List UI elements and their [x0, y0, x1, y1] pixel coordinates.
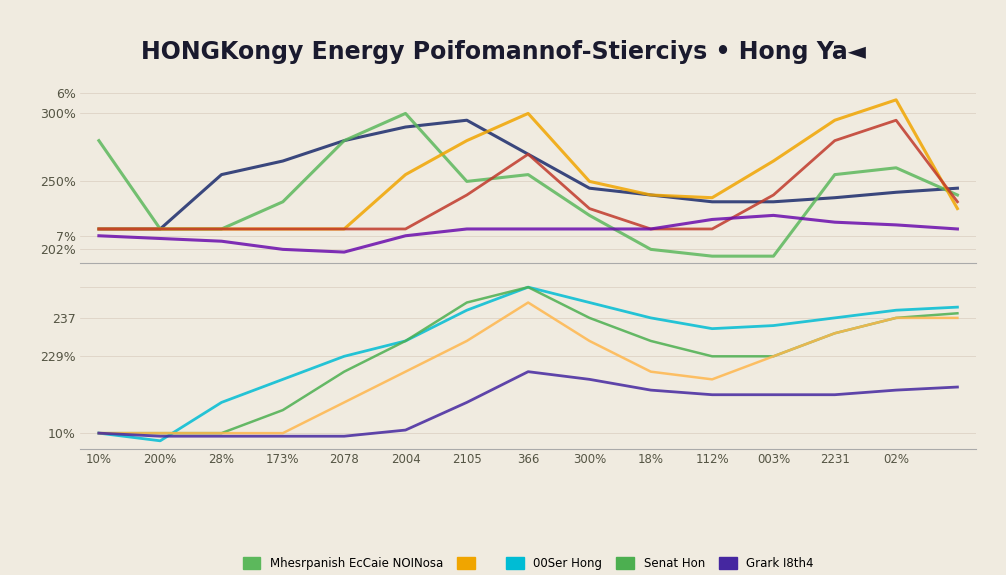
Text: HONGKongy Energy Poifomannof-Stierciys • Hong Ya◄: HONGKongy Energy Poifomannof-Stierciys •…	[141, 40, 865, 64]
Legend: Mhesrpanish EcCaie NOINosa,   , 00Ser Hong, Senat Hon, Grark I8th4: Mhesrpanish EcCaie NOINosa, , 00Ser Hong…	[238, 553, 818, 575]
